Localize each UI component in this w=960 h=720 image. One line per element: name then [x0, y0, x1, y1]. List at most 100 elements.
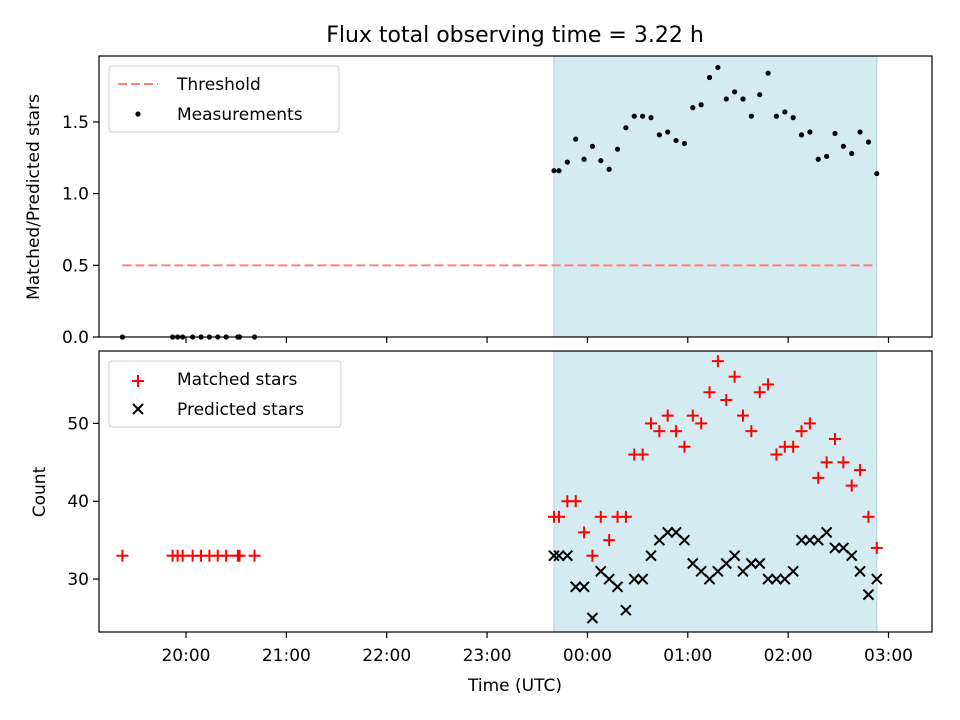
- shaded-region-top: [553, 55, 878, 338]
- predicted-star-point: [846, 550, 858, 562]
- matched-star-point: [845, 479, 858, 492]
- predicted-star-point: [745, 557, 758, 570]
- measurement-point: [757, 92, 763, 98]
- measurement-point: [773, 113, 780, 119]
- matched-star-point: [594, 510, 607, 523]
- matched-star-point: [176, 549, 189, 562]
- y-tick-label: 40: [67, 492, 89, 512]
- measurement-point: [765, 70, 771, 76]
- measurement-point: [782, 109, 788, 115]
- legend-frame-top: [108, 65, 340, 133]
- matched-star-point: [552, 510, 565, 523]
- x-ticks-top: [185, 337, 890, 343]
- measurement-point: [732, 89, 738, 95]
- measurement-point: [698, 102, 704, 108]
- matched-star-point: [248, 549, 261, 562]
- legend-predicted-label: Predicted stars: [177, 400, 304, 420]
- legend-measurements-swatch: [135, 111, 141, 117]
- matched-star-point: [854, 464, 867, 477]
- matched-star-point: [828, 432, 841, 445]
- y-ticks-top: 0.0 0.5 1.0 1.5: [62, 113, 99, 348]
- legend-matched-swatch: [132, 375, 144, 387]
- predicted-star-point: [628, 573, 640, 585]
- matched-star-point: [220, 549, 233, 562]
- y-tick-label: 1.5: [62, 113, 89, 133]
- matched-star-point: [753, 386, 766, 399]
- matched-star-point: [578, 526, 591, 539]
- measurement-point: [865, 139, 872, 145]
- predicted-star-point: [636, 573, 649, 585]
- predicted-star-point: [804, 534, 816, 546]
- predicted-star-point: [586, 612, 599, 624]
- matched-star-point: [820, 456, 833, 469]
- measurement-point: [723, 96, 729, 102]
- axes-frame-top: [98, 55, 933, 338]
- measurement-point: [573, 136, 579, 142]
- y-tick-label: 0.0: [62, 328, 89, 348]
- matched-star-point: [837, 456, 850, 469]
- axes-frame-bottom: [98, 350, 933, 633]
- measurement-point: [690, 105, 696, 111]
- measurement-point: [665, 129, 671, 135]
- x-tick-label: 21:00: [262, 646, 311, 666]
- measurement-point: [673, 137, 679, 144]
- matched-star-point: [728, 370, 741, 383]
- matched-star-point: [603, 534, 616, 547]
- predicted-star-point: [570, 581, 582, 593]
- matched-star-point: [233, 549, 246, 562]
- measurement-point: [581, 156, 587, 162]
- matched-star-point: [736, 409, 749, 422]
- predicted-star-point: [620, 604, 632, 616]
- measurement-point: [798, 132, 805, 138]
- matched-star-point: [812, 471, 825, 484]
- matched-star-point: [862, 510, 875, 523]
- x-tick-label: 03:00: [864, 646, 913, 666]
- x-tick-label: 01:00: [663, 646, 712, 666]
- legend-top: Threshold Measurements: [108, 65, 340, 133]
- x-tick-label: 22:00: [362, 646, 411, 666]
- matched-star-point: [116, 549, 129, 562]
- measurement-point: [606, 166, 612, 172]
- matched-star-point: [745, 425, 758, 438]
- predicted-star-point: [561, 550, 574, 562]
- matched-star-point: [678, 440, 691, 453]
- measurement-point: [640, 113, 646, 119]
- panel-ratio: 0.0 0.5 1.0 1.5 Matched/Predicted stars Thr…: [24, 55, 933, 348]
- y-axis-label-top: Matched/Predicted stars: [24, 94, 44, 300]
- matched-star-point: [703, 386, 716, 399]
- legend-predicted-swatch: [132, 403, 144, 415]
- matched-star-point: [686, 409, 699, 422]
- measurement-point: [614, 146, 621, 152]
- measurement-point: [832, 130, 838, 137]
- matched-star-point: [644, 417, 657, 430]
- predicted-star-point: [795, 534, 808, 546]
- matched-star-point: [569, 495, 582, 508]
- measurement-point: [740, 96, 746, 102]
- predicted-stars-points: [548, 526, 883, 624]
- x-tick-label: 02:00: [764, 646, 813, 666]
- matched-star-point: [636, 448, 649, 461]
- y-axis-label-bottom: Count: [30, 466, 50, 517]
- matched-star-point: [661, 409, 674, 422]
- y-ticks-bottom: 30 40 50: [67, 414, 99, 590]
- legend-bottom: Matched stars Predicted stars: [108, 360, 342, 428]
- predicted-star-point: [645, 550, 657, 562]
- x-tick-label: 20:00: [161, 646, 210, 666]
- measurement-point: [623, 125, 629, 131]
- y-tick-label: 0.5: [62, 256, 89, 276]
- matched-star-point: [770, 448, 783, 461]
- measurement-point: [556, 168, 562, 174]
- measurement-point: [874, 170, 880, 177]
- predicted-star-point: [678, 534, 691, 546]
- predicted-star-point: [820, 526, 833, 539]
- predicted-star-point: [548, 550, 560, 562]
- y-tick-label: 1.0: [62, 185, 89, 205]
- matched-star-point: [586, 549, 599, 562]
- measurement-point: [706, 74, 713, 81]
- measurement-point: [656, 132, 662, 138]
- panel-counts: 30 40 50 20:00 21:00 22:00 23:00 00:00 01:00 02:…: [30, 350, 933, 696]
- predicted-star-point: [770, 573, 783, 585]
- matched-star-point: [787, 440, 800, 453]
- measurement-point: [840, 143, 846, 149]
